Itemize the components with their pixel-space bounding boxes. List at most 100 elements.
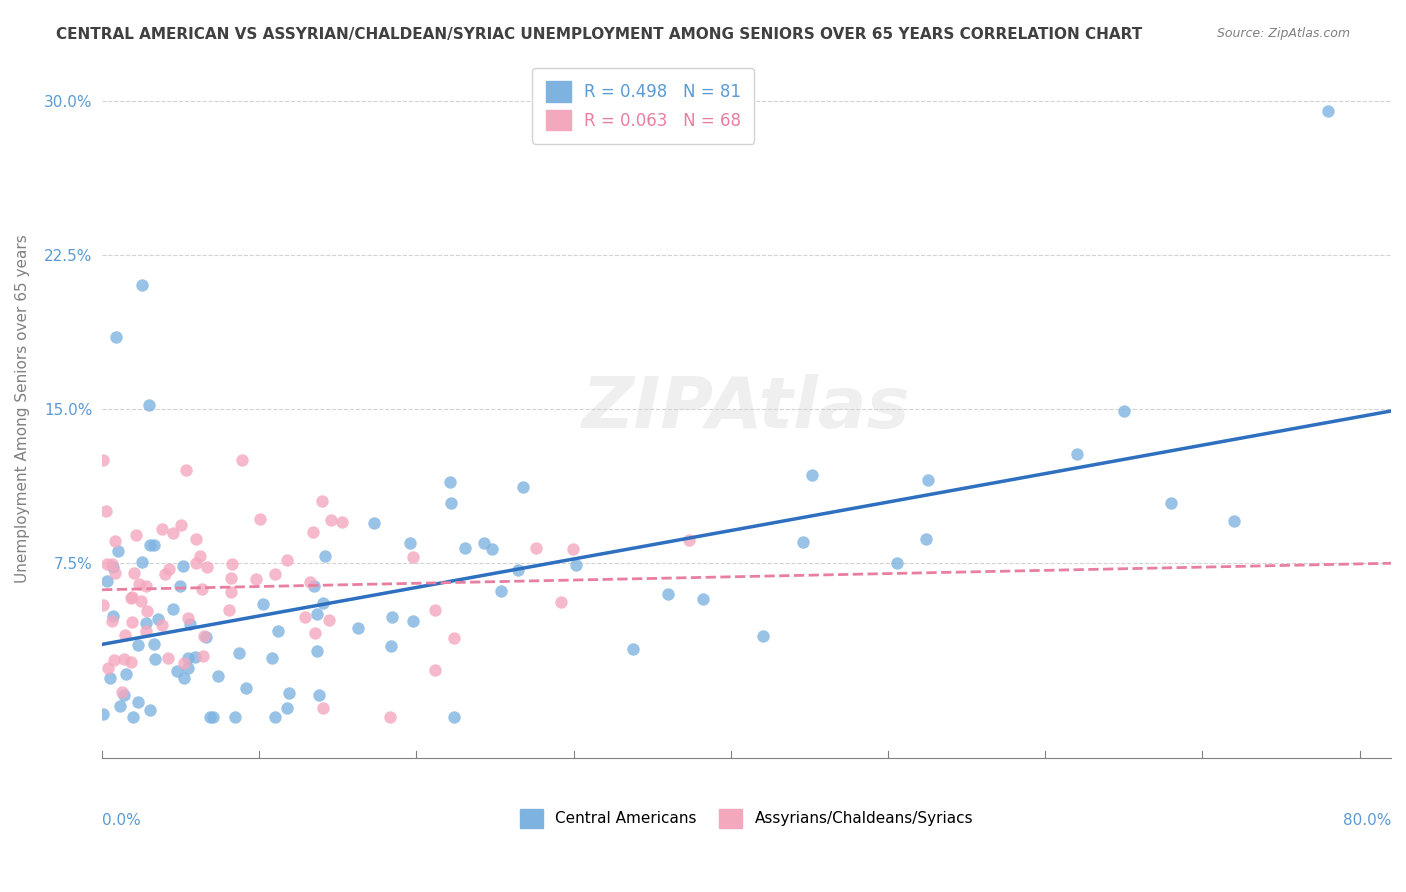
- Text: ZIPAtlas: ZIPAtlas: [582, 374, 911, 443]
- Point: [314, 549, 336, 563]
- Point: [179, 616, 201, 631]
- Point: [176, 661, 198, 675]
- Point: [512, 479, 534, 493]
- Point: [481, 542, 503, 557]
- Point: [162, 602, 184, 616]
- Point: [104, 566, 127, 580]
- Point: [792, 534, 814, 549]
- Point: [121, 709, 143, 723]
- Point: [381, 609, 404, 624]
- Point: [264, 709, 287, 723]
- Text: 0.0%: 0.0%: [103, 814, 141, 829]
- Point: [170, 518, 193, 533]
- Point: [423, 603, 446, 617]
- Point: [112, 688, 135, 702]
- Point: [207, 669, 229, 683]
- Point: [224, 709, 246, 723]
- Point: [191, 648, 214, 663]
- Point: [1066, 447, 1088, 461]
- Point: [91, 452, 114, 467]
- Point: [219, 584, 242, 599]
- Point: [231, 453, 253, 467]
- Point: [277, 686, 299, 700]
- Point: [98, 672, 121, 686]
- Point: [305, 607, 328, 622]
- Point: [101, 608, 124, 623]
- Point: [135, 624, 157, 638]
- Point: [307, 644, 329, 658]
- Point: [219, 571, 242, 585]
- Point: [308, 688, 330, 702]
- Point: [524, 541, 547, 555]
- Point: [401, 614, 423, 628]
- Point: [94, 504, 117, 518]
- Point: [347, 621, 370, 635]
- Point: [195, 631, 218, 645]
- Point: [621, 641, 644, 656]
- Point: [252, 598, 274, 612]
- Point: [886, 557, 908, 571]
- Point: [752, 629, 775, 643]
- Point: [184, 532, 207, 546]
- Point: [318, 613, 340, 627]
- Point: [221, 557, 243, 571]
- Point: [125, 527, 148, 541]
- Point: [157, 562, 180, 576]
- Point: [302, 579, 325, 593]
- Point: [93, 706, 115, 721]
- Point: [565, 558, 588, 572]
- Point: [105, 330, 128, 344]
- Point: [173, 671, 195, 685]
- Point: [443, 709, 465, 723]
- Point: [266, 624, 288, 639]
- Text: CENTRAL AMERICAN VS ASSYRIAN/CHALDEAN/SYRIAC UNEMPLOYMENT AMONG SENIORS OVER 65 : CENTRAL AMERICAN VS ASSYRIAN/CHALDEAN/SY…: [56, 27, 1143, 42]
- Point: [155, 566, 177, 581]
- Point: [191, 582, 214, 597]
- Point: [112, 652, 135, 666]
- Legend: Central Americans, Assyrians/Chaldeans/Syriacs: Central Americans, Assyrians/Chaldeans/S…: [513, 803, 980, 834]
- Point: [131, 278, 153, 293]
- Point: [104, 534, 127, 549]
- Point: [115, 667, 138, 681]
- Point: [96, 574, 118, 589]
- Point: [129, 594, 152, 608]
- Point: [489, 583, 512, 598]
- Point: [142, 637, 165, 651]
- Y-axis label: Unemployment Among Seniors over 65 years: Unemployment Among Seniors over 65 years: [15, 235, 30, 583]
- Point: [114, 628, 136, 642]
- Point: [508, 563, 530, 577]
- Point: [228, 646, 250, 660]
- Point: [800, 467, 823, 482]
- Point: [562, 542, 585, 557]
- Point: [249, 511, 271, 525]
- Point: [380, 640, 402, 654]
- Point: [363, 516, 385, 530]
- Point: [135, 604, 157, 618]
- Point: [201, 709, 224, 723]
- Point: [378, 709, 401, 723]
- Point: [127, 695, 149, 709]
- Point: [402, 549, 425, 564]
- Point: [135, 615, 157, 630]
- Point: [172, 558, 194, 573]
- Point: [440, 496, 463, 510]
- Point: [143, 538, 166, 552]
- Point: [692, 591, 714, 606]
- Point: [439, 475, 461, 489]
- Point: [195, 559, 218, 574]
- Point: [311, 595, 333, 609]
- Point: [302, 524, 325, 539]
- Point: [120, 655, 142, 669]
- Point: [423, 663, 446, 677]
- Point: [311, 494, 333, 508]
- Point: [245, 572, 267, 586]
- Point: [103, 560, 125, 574]
- Point: [107, 544, 129, 558]
- Point: [399, 536, 422, 550]
- Point: [166, 664, 188, 678]
- Point: [218, 602, 240, 616]
- Text: Source: ZipAtlas.com: Source: ZipAtlas.com: [1216, 27, 1350, 40]
- Point: [138, 398, 160, 412]
- Point: [122, 566, 145, 581]
- Point: [550, 595, 572, 609]
